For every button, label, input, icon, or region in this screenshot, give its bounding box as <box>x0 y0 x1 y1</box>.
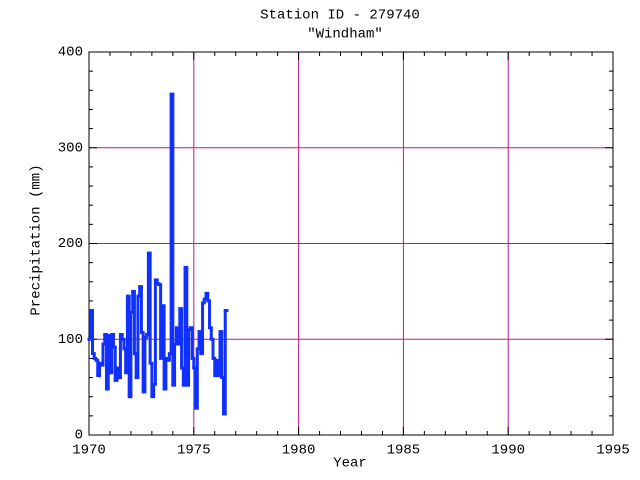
x-tick-label: 1975 <box>177 443 211 459</box>
y-tick-label: 400 <box>58 45 83 61</box>
y-tick-label: 0 <box>75 428 83 444</box>
y-tick-label: 200 <box>58 236 83 252</box>
y-tick-label: 300 <box>58 140 83 156</box>
plot-frame <box>88 51 614 436</box>
chart-subtitle: "Windham" <box>307 27 383 43</box>
x-axis-label: Year <box>333 456 367 472</box>
x-tick-label: 1970 <box>72 443 106 459</box>
x-tick-label: 1990 <box>491 443 525 459</box>
y-axis-label: Precipitation (mm) <box>29 164 45 315</box>
chart-title: Station ID - 279740 <box>260 8 420 24</box>
x-tick-label: 1980 <box>282 443 316 459</box>
x-tick-label: 1985 <box>387 443 421 459</box>
y-tick-label: 100 <box>58 332 83 348</box>
x-tick-label: 1995 <box>596 443 630 459</box>
